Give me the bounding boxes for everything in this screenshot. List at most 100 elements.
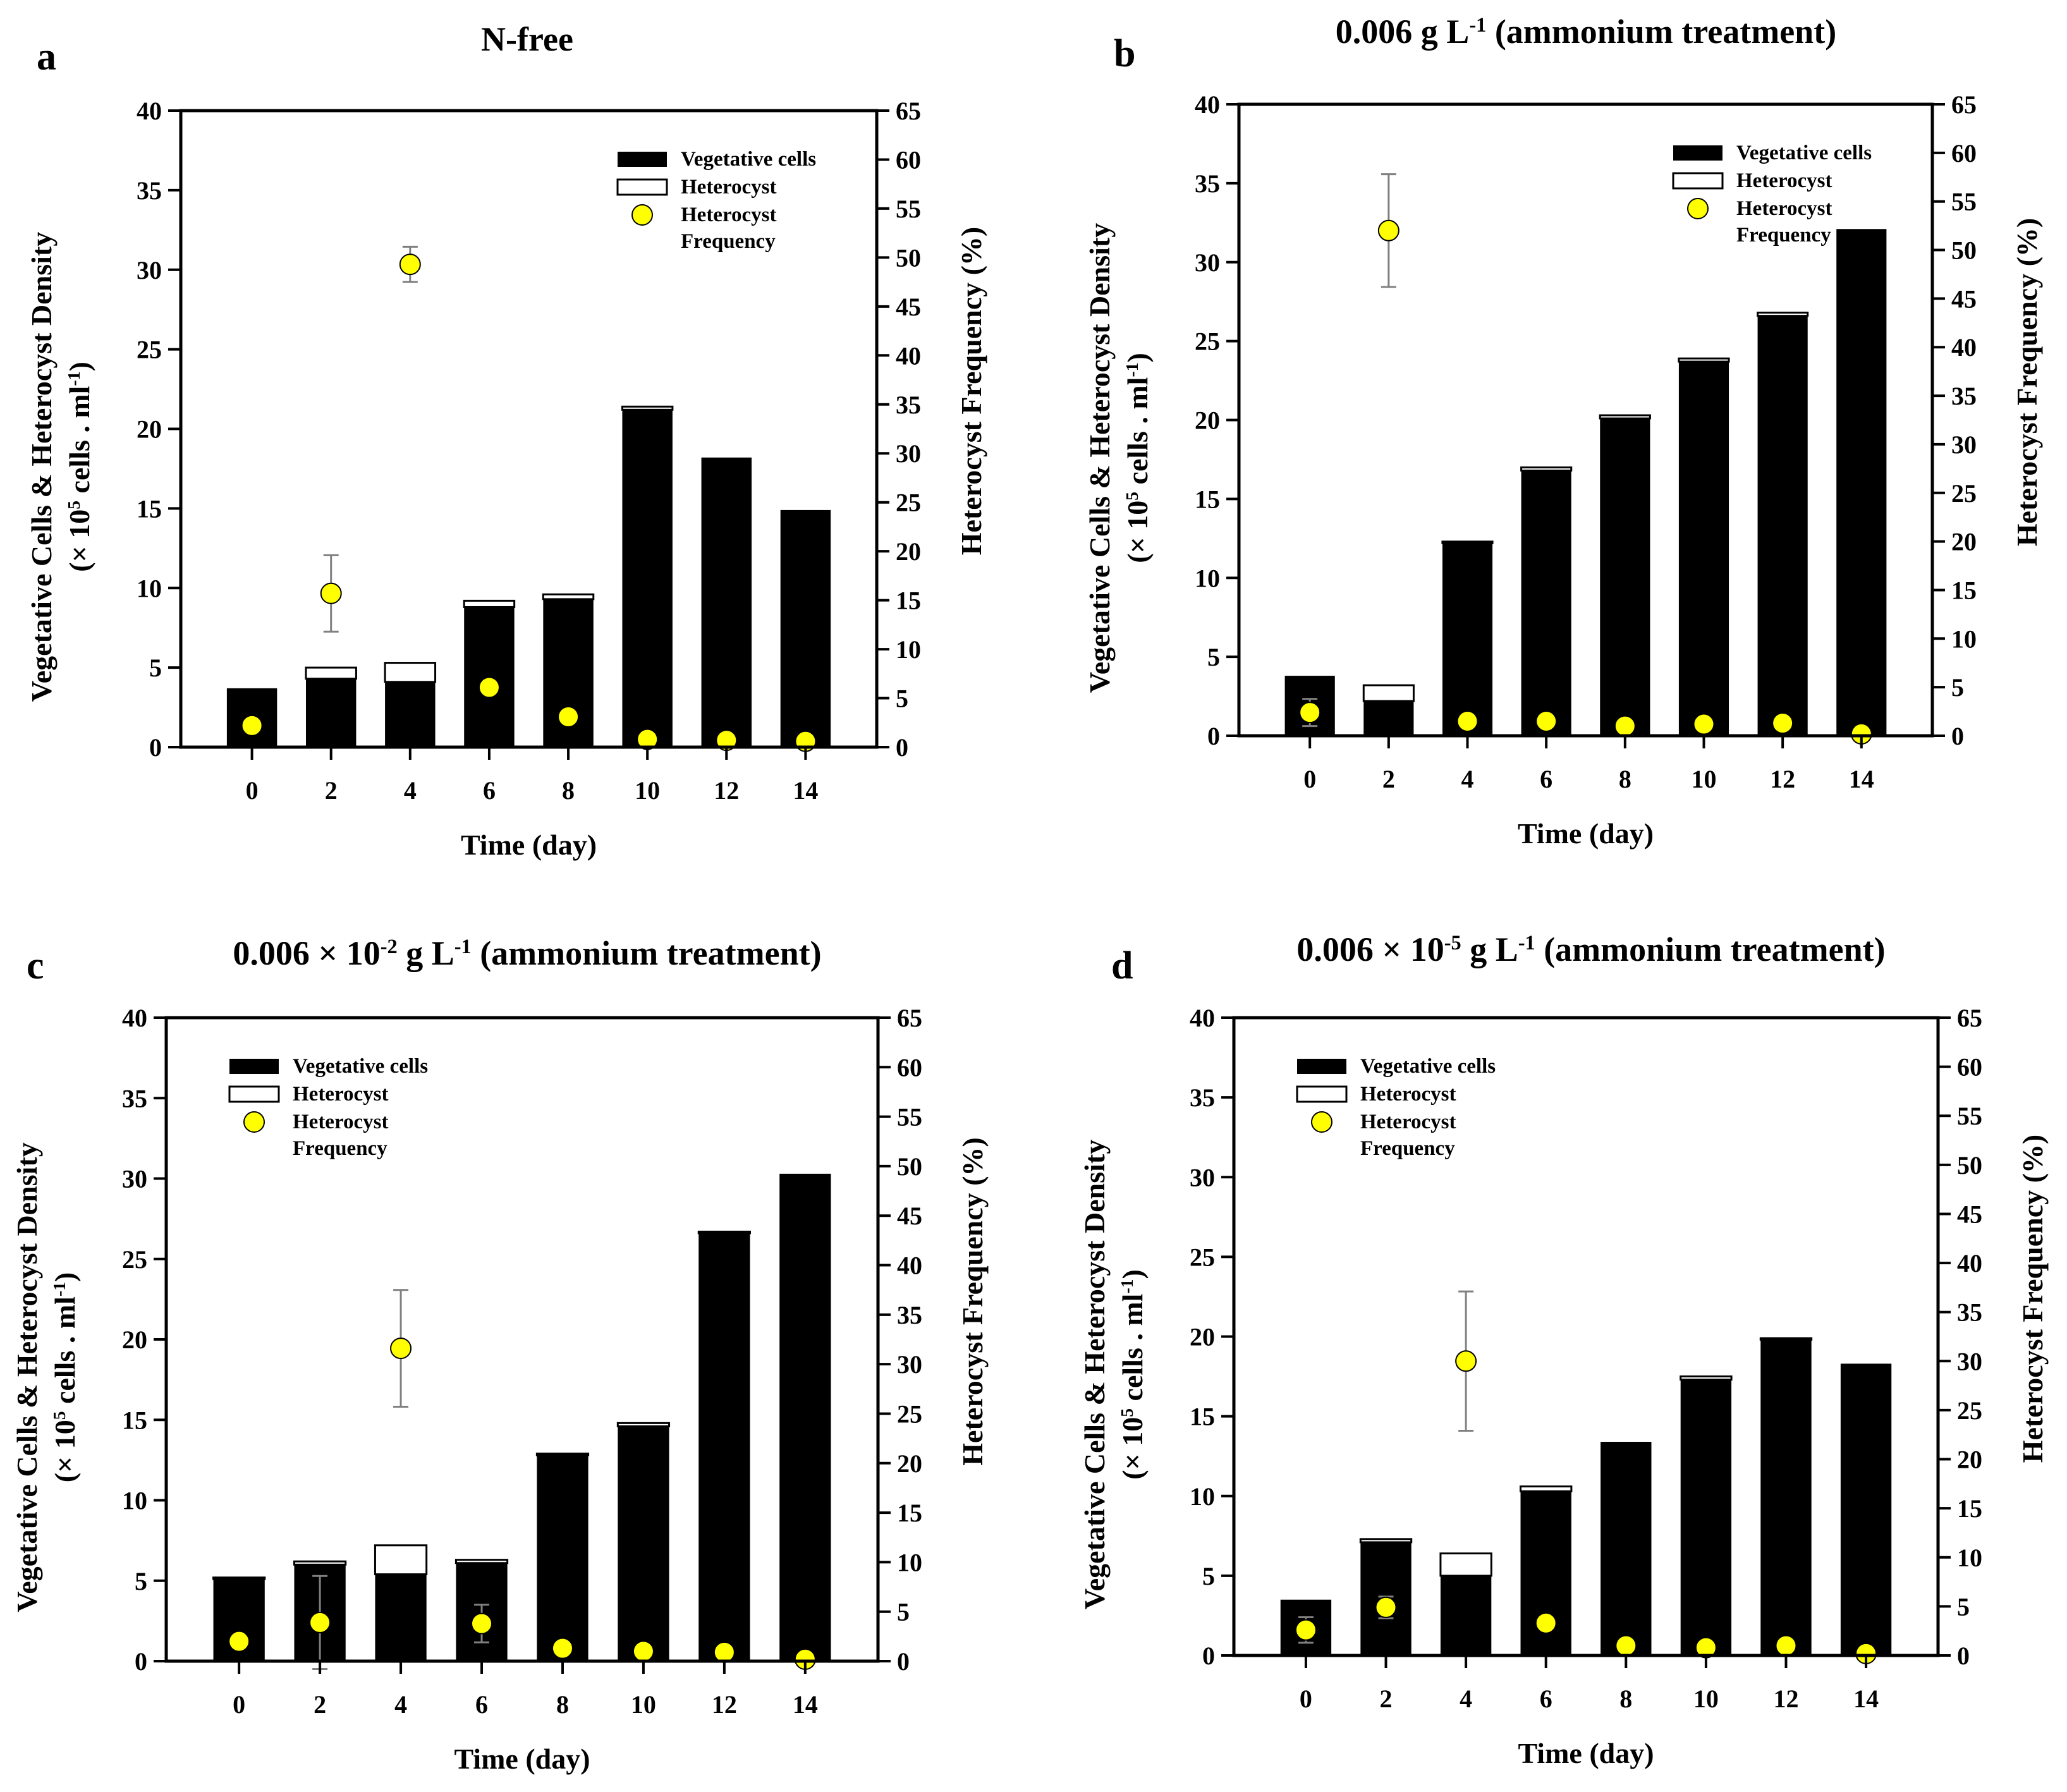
x-axis-label: Time (day) [1518,1737,1654,1769]
superscript: 5 [49,1411,69,1420]
y-right-tick-label: 30 [1951,430,1977,459]
panel-b: b0.006 g L-1 (ammonium treatment)0510152… [1083,13,2043,850]
text-part: 0.006 g L [1336,13,1470,51]
chart-title: 0.006 × 10-2 g L-1 (ammonium treatment) [233,934,821,972]
bar-heterocyst [1678,357,1730,363]
x-tick-label: 4 [394,1690,407,1719]
bar-vegetative [779,1173,831,1661]
y-right-tick-label: 10 [896,635,921,664]
y-left-tick-label: 30 [1195,248,1220,277]
x-axis-label: Time (day) [1518,817,1654,850]
legend-marker-frequency [631,204,653,226]
y-left-tick-label: 15 [1195,485,1220,513]
text-part: g L [398,934,454,972]
superscript: -5 [1444,932,1461,954]
legend-marker-frequency [1311,1111,1332,1133]
y-right-tick-label: 45 [897,1202,922,1230]
x-tick-label: 0 [1300,1685,1312,1713]
y-left-tick-label: 25 [122,1245,147,1274]
bar-vegetative [1521,470,1571,736]
superscript: -1 [49,1282,69,1296]
superscript: -1 [1117,1279,1137,1294]
y-right-tick-label: 65 [897,1004,922,1032]
bar-heterocyst [1359,1538,1413,1544]
bar-vegetative [1601,1441,1652,1655]
y-left-tick-label: 10 [122,1487,147,1515]
y-left-label: Vegetative Cells & Heterocyst Density [25,232,58,702]
legend: Vegetative cells Heterocyst Heterocyst Freq… [616,148,816,253]
y-right-tick-label: 50 [897,1152,922,1181]
y-right-tick-label: 60 [897,1053,922,1082]
bar-heterocyst [1520,1485,1573,1492]
y-left-tick-label: 35 [1190,1083,1215,1112]
frequency-point [1614,715,1636,737]
frequency-point [228,1630,250,1652]
y-left-label: Vegetative Cells & Heterocyst Density [1078,1140,1111,1609]
y-left-tick-label: 0 [1202,1642,1215,1670]
y-right-tick-label: 10 [1951,625,1977,653]
x-tick-label: 12 [712,1690,737,1719]
frequency-point [1772,712,1794,734]
bar-vegetative [701,457,752,747]
legend-label-freq1: Heterocyst [681,204,776,226]
y-left-tick-label: 30 [122,1165,147,1193]
bar-heterocyst [1759,1337,1813,1341]
bar-heterocyst [293,1560,347,1566]
y-right-tick-label: 5 [1957,1592,1970,1621]
superscript: -1 [1469,14,1486,37]
y-right-tick-label: 0 [1951,722,1964,750]
frequency-point [1775,1635,1797,1657]
x-tick-label: 2 [1382,765,1395,793]
y-right-tick-label: 45 [1957,1200,1982,1228]
y-left-tick-label: 25 [137,336,162,364]
y-right-tick-label: 0 [897,1647,910,1676]
y-right-tick-label: 15 [1951,576,1977,604]
y-right-tick-label: 15 [897,1499,922,1527]
legend-label-freq1: Heterocyst [1360,1111,1456,1133]
y-right-label: Heterocyst Frequency (%) [956,1137,989,1465]
y-right-tick-label: 50 [896,243,921,272]
y-left-tick-label: 25 [1190,1243,1215,1271]
frequency-point [241,714,263,736]
bar-heterocyst [1599,414,1651,420]
superscript: 5 [1122,492,1142,501]
bar-vegetative [1678,362,1729,736]
bar-vegetative [1836,229,1887,736]
y-right-tick-label: 35 [1951,382,1977,410]
frequency-point [1693,713,1715,735]
bar-vegetative [1760,1339,1812,1655]
bar-heterocyst [1680,1375,1733,1381]
y-left-tick-label: 5 [135,1567,147,1595]
y-right-tick-label: 0 [896,733,908,762]
y-left-label: Vegetative Cells & Heterocyst Density [1083,223,1116,693]
y-left-tick-label: 15 [122,1406,147,1434]
legend-marker-frequency [243,1111,265,1133]
x-tick-label: 6 [483,776,496,805]
y-right-tick-label: 60 [896,145,921,174]
y-left-tick-label: 10 [137,574,162,602]
legend-label-freq2: Frequency [1360,1137,1455,1160]
superscript: -2 [381,936,398,958]
frequency-point [1615,1635,1637,1657]
bar-heterocyst [1362,684,1415,702]
x-tick-label: 14 [1849,765,1874,793]
y-right-tick-label: 50 [1957,1151,1982,1179]
y-right-label: Heterocyst Frequency (%) [955,227,987,555]
y-right-tick-label: 25 [1957,1396,1982,1425]
legend-label-freq2: Frequency [1736,224,1831,247]
y-right-tick-label: 45 [1951,284,1977,313]
legend-label-freq1: Heterocyst [293,1111,388,1133]
bar-vegetative [622,410,673,747]
y-right-tick-label: 55 [1957,1102,1982,1130]
x-tick-label: 12 [1773,1685,1798,1713]
bar-heterocyst [1757,312,1809,317]
superscript: 5 [64,501,83,509]
y-right-tick-label: 30 [1957,1347,1982,1375]
legend-swatch-heterocyst [1672,172,1724,190]
y-right-tick-label: 40 [896,341,921,370]
y-right-tick-label: 40 [897,1252,922,1280]
x-tick-label: 2 [325,776,338,805]
frequency-point [551,1637,573,1659]
legend-label-veg: Vegetative cells [1360,1055,1496,1078]
